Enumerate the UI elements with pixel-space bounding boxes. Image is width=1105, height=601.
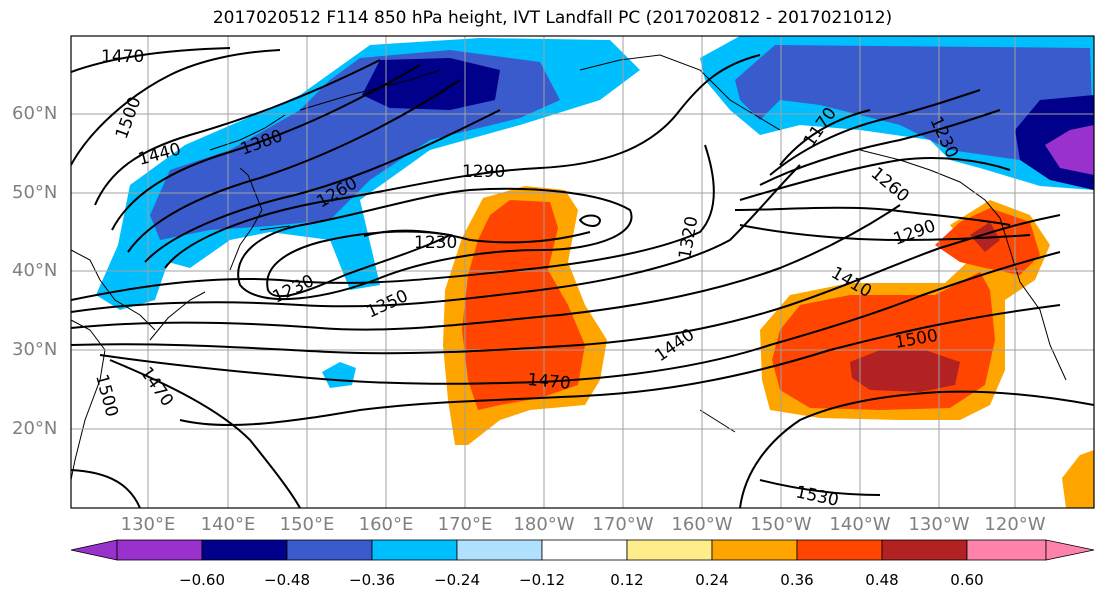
- colorbar-cell: [881, 539, 968, 561]
- colorbar-cell: [456, 539, 543, 561]
- navy-region-west: [362, 58, 500, 110]
- royal-blue-region-east: [735, 45, 1094, 170]
- orange-patch-se: [1062, 450, 1094, 508]
- contour-1530-s: [71, 469, 141, 508]
- contour-1380-w: [111, 64, 421, 231]
- gridlines: [71, 36, 1094, 508]
- contour-small-low: [578, 214, 602, 227]
- lon-label-150e: 150°E: [279, 514, 335, 535]
- dark-red-region-east: [850, 350, 960, 392]
- contour-1500-sw: [109, 359, 301, 508]
- contour-1290-loop: [164, 54, 761, 269]
- contour-1410-mid: [71, 204, 901, 331]
- lon-label-180w: 180°W: [513, 514, 575, 535]
- lat-label-60n: 60°N: [12, 103, 58, 124]
- colorbar-tick: −0.48: [264, 571, 310, 589]
- contour-1230-ne: [759, 109, 1001, 186]
- contour-label: 1470: [527, 370, 572, 394]
- contour-1350-mid: [71, 144, 715, 301]
- colorbar-cell: [711, 539, 798, 561]
- contour-label: 1290: [462, 162, 505, 182]
- coastlines: [71, 54, 1067, 481]
- colorbar: [70, 539, 1095, 561]
- contour-1440-w: [94, 59, 381, 206]
- colorbar-cell: [371, 539, 458, 561]
- contour-1470-mid: [99, 251, 1061, 385]
- lat-label-30n: 30°N: [12, 339, 58, 360]
- contour-1500-w: [71, 49, 281, 166]
- height-contours: [71, 47, 1094, 508]
- colorbar-tick: 0.48: [865, 571, 899, 589]
- colorbar-cell: [626, 539, 713, 561]
- map-frame: [70, 35, 1095, 509]
- contour-1500-s: [179, 304, 1061, 427]
- contour-1260-ne: [739, 157, 1011, 201]
- lon-label-160w: 160°W: [671, 514, 733, 535]
- lon-label-130w: 130°W: [908, 514, 970, 535]
- contour-1170-east: [779, 109, 871, 166]
- colorbar-cell: [541, 539, 628, 561]
- colorbar-tick: −0.60: [179, 571, 225, 589]
- contour-1470-nw: [71, 47, 231, 73]
- contour-label: 1470: [101, 47, 144, 67]
- contour-1380-mid: [71, 164, 801, 313]
- lon-label-170w: 170°W: [592, 514, 654, 535]
- contour-1200-east: [769, 89, 981, 176]
- map-panel: 1470 1500 1440 1380 1260 1290 1230 1230 …: [71, 36, 1094, 508]
- contour-1320-w: [144, 109, 501, 263]
- colorbar-tick: −0.24: [434, 571, 480, 589]
- contour-1350-w: [127, 79, 461, 253]
- colorbar-tick: 0.60: [950, 571, 984, 589]
- positive-ivt-shading: [443, 186, 1094, 508]
- lat-label-40n: 40°N: [12, 260, 58, 281]
- contour-1260-closed: [237, 187, 633, 301]
- contour-1530-se: [739, 390, 1094, 508]
- lon-label-170e: 170°E: [437, 514, 493, 535]
- contour-1320-ne: [739, 224, 1031, 242]
- colorbar-tick: −0.36: [349, 571, 395, 589]
- colorbar-cell: [286, 539, 373, 561]
- figure-title: 2017020512 F114 850 hPa height, IVT Land…: [212, 8, 893, 28]
- contour-1290-ne: [734, 206, 1011, 226]
- lon-label-130e: 130°E: [120, 514, 176, 535]
- lon-label-150w: 150°W: [750, 514, 812, 535]
- colorbar-cell: [796, 539, 883, 561]
- colorbar-cell: [116, 539, 203, 561]
- colorbar-cell: [201, 539, 288, 561]
- colorbar-extend-high: [1045, 539, 1095, 561]
- colorbar-tick: 0.24: [695, 571, 729, 589]
- purple-region-east: [1045, 125, 1094, 175]
- colorbar-tick: −0.12: [519, 571, 565, 589]
- colorbar-extend-low: [70, 539, 118, 561]
- lat-label-50n: 50°N: [12, 182, 58, 203]
- lon-label-120w: 120°W: [984, 514, 1046, 535]
- lon-label-160e: 160°E: [358, 514, 414, 535]
- lat-label-20n: 20°N: [12, 418, 58, 439]
- colorbar-tick: 0.12: [610, 571, 644, 589]
- lon-label-140e: 140°E: [200, 514, 256, 535]
- contour-label: 1230: [414, 233, 457, 253]
- colorbar-tick: 0.36: [780, 571, 814, 589]
- colorbar-cell: [966, 539, 1047, 561]
- lon-label-140w: 140°W: [829, 514, 891, 535]
- contour-1440-mid: [71, 214, 1061, 355]
- contour-1530-bottom: [759, 479, 881, 496]
- contour-1230-east: [363, 229, 591, 244]
